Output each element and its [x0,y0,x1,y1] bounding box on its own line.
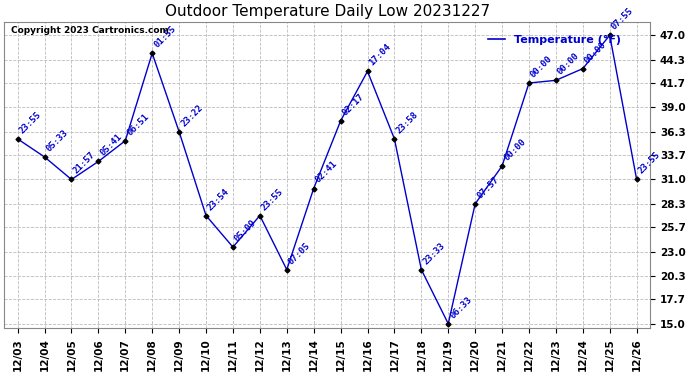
Text: 21:57: 21:57 [72,150,97,176]
Text: 23:54: 23:54 [206,187,231,212]
Text: 00:00: 00:00 [583,40,608,65]
Text: 23:33: 23:33 [422,241,446,266]
Text: 05:41: 05:41 [99,132,124,158]
Text: 23:55: 23:55 [637,150,662,176]
Text: 05:33: 05:33 [45,128,70,153]
Text: 07:57: 07:57 [475,175,500,200]
Text: 02:17: 02:17 [341,92,366,117]
Text: 23:55: 23:55 [260,187,285,212]
Text: 07:55: 07:55 [610,6,635,32]
Text: 02:41: 02:41 [314,159,339,185]
Text: 05:09: 05:09 [233,218,258,243]
Text: 06:51: 06:51 [126,112,150,137]
Text: 23:58: 23:58 [395,110,420,135]
Text: 23:22: 23:22 [179,103,204,128]
Text: Copyright 2023 Cartronics.com: Copyright 2023 Cartronics.com [10,26,168,35]
Text: 07:05: 07:05 [287,241,312,266]
Legend: Temperature (°F): Temperature (°F) [484,30,625,49]
Text: 17:04: 17:04 [368,42,393,68]
Text: 00:00: 00:00 [556,51,581,77]
Text: 06:33: 06:33 [448,295,473,320]
Text: 01:55: 01:55 [152,24,177,50]
Text: 23:55: 23:55 [18,110,43,135]
Title: Outdoor Temperature Daily Low 20231227: Outdoor Temperature Daily Low 20231227 [165,4,490,19]
Text: 00:00: 00:00 [529,54,554,80]
Text: 00:00: 00:00 [502,137,527,162]
